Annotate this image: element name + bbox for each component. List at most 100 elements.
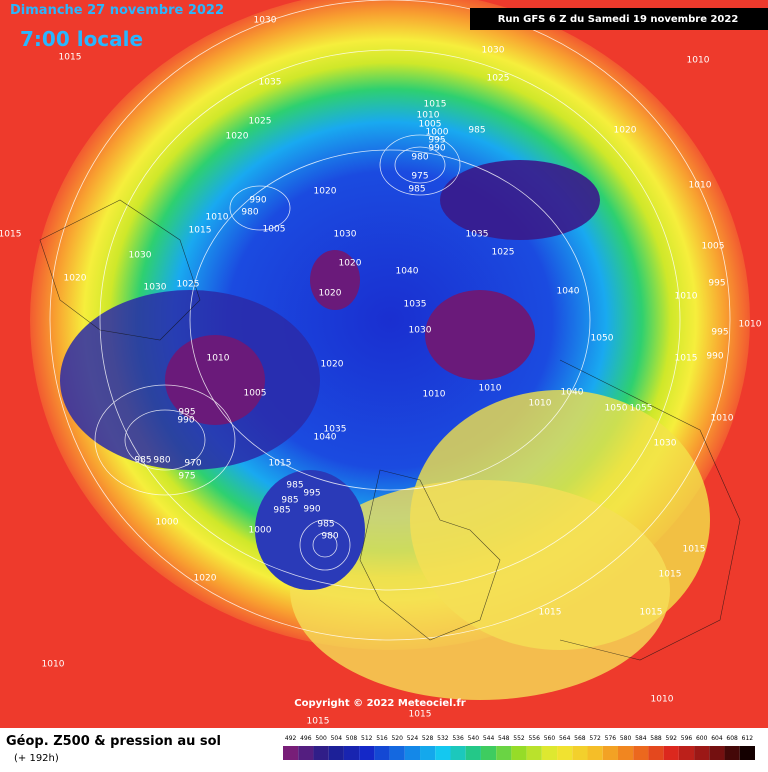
scale-swatch bbox=[404, 746, 421, 760]
scale-swatch bbox=[343, 746, 360, 760]
isobar-label: 990 bbox=[706, 352, 723, 362]
isobar-label: 1015 bbox=[675, 354, 698, 364]
isobar-labels: 1030 1015 1035 1030 1025 1010 1025 1020 1015 1010… bbox=[0, 16, 762, 727]
scale-swatch bbox=[389, 746, 405, 760]
scale-label: 496 bbox=[300, 735, 312, 742]
copyright: Copyright © 2022 Meteociel.fr bbox=[294, 698, 465, 709]
isobar-label: 1030 bbox=[654, 439, 677, 449]
isobar-label: 980 bbox=[241, 208, 258, 218]
isobar-label: 970 bbox=[184, 459, 201, 469]
isobar-label: 985 bbox=[286, 481, 303, 491]
isobar-label: 1005 bbox=[263, 225, 286, 235]
scale-swatch bbox=[313, 746, 329, 760]
isobar-label: 1010 bbox=[651, 695, 674, 705]
isobar-label: 1035 bbox=[259, 78, 282, 88]
isobar-label: 1015 bbox=[0, 230, 21, 240]
isobar-label: 990 bbox=[303, 505, 320, 515]
scale-swatch bbox=[283, 746, 299, 760]
isobar-label: 1025 bbox=[249, 117, 272, 127]
isobar-label: 1025 bbox=[487, 74, 510, 84]
scale-label: 612 bbox=[742, 735, 754, 742]
scale-swatch bbox=[420, 746, 436, 760]
scale-label: 548 bbox=[498, 735, 510, 742]
isobar-label: 1030 bbox=[129, 251, 152, 261]
scale-label: 568 bbox=[574, 735, 586, 742]
isobar-label: 1025 bbox=[177, 280, 200, 290]
scale-label: 552 bbox=[513, 735, 525, 742]
isobar-label: 1050 bbox=[605, 404, 628, 414]
scale-label: 524 bbox=[407, 735, 419, 742]
isobars bbox=[49, 0, 731, 641]
isobar-label: 1020 bbox=[321, 360, 344, 370]
scale-label: 576 bbox=[605, 735, 617, 742]
isobar-label: 990 bbox=[249, 196, 266, 206]
scale-label: 492 bbox=[285, 735, 297, 742]
scale-label: 564 bbox=[559, 735, 571, 742]
scale-swatch bbox=[480, 746, 497, 760]
scale-label: 540 bbox=[468, 735, 480, 742]
isobar-label: 1040 bbox=[396, 267, 419, 277]
isobar-label: 1010 bbox=[675, 292, 698, 302]
scale-swatch bbox=[724, 746, 740, 760]
isobar-label: 980 bbox=[411, 153, 428, 163]
scale-label: 584 bbox=[635, 735, 647, 742]
isobar-label: 1000 bbox=[249, 526, 272, 536]
isobar-label: 1010 bbox=[529, 399, 552, 409]
scale-label: 500 bbox=[315, 735, 327, 742]
isobar-label: 995 bbox=[711, 328, 728, 338]
low-core bbox=[425, 290, 535, 380]
scale-swatch bbox=[587, 746, 603, 760]
scale-label: 596 bbox=[681, 735, 693, 742]
isobar-label: 1015 bbox=[683, 545, 706, 555]
isobar-label: 1030 bbox=[254, 16, 277, 26]
low-core bbox=[310, 250, 360, 310]
isobar-label: 1030 bbox=[409, 326, 432, 336]
isobar-label: 1015 bbox=[409, 710, 432, 720]
scale-swatch bbox=[633, 746, 649, 760]
scale-label: 528 bbox=[422, 735, 434, 742]
isobar-label: 1040 bbox=[557, 287, 580, 297]
scale-swatch bbox=[709, 746, 725, 760]
scale-label: 588 bbox=[650, 735, 662, 742]
scale-label: 504 bbox=[331, 735, 343, 742]
isobar-label: 975 bbox=[411, 172, 428, 182]
scale-label: 556 bbox=[528, 735, 540, 742]
scale-swatch bbox=[663, 746, 679, 760]
ridge bbox=[290, 480, 670, 700]
scale-swatch bbox=[602, 746, 618, 760]
isobar-label: 985 bbox=[408, 185, 425, 195]
isobar-label: 1010 bbox=[417, 111, 440, 121]
isobar-label: 1035 bbox=[404, 300, 427, 310]
isobar-label: 1040 bbox=[561, 388, 584, 398]
isobar-label: 990 bbox=[177, 416, 194, 426]
isobar-label: 1020 bbox=[194, 574, 217, 584]
scale-swatch bbox=[359, 746, 375, 760]
isobar-label: 1055 bbox=[630, 404, 653, 414]
scale-swatch bbox=[648, 746, 664, 760]
isobar-label: 985 bbox=[468, 126, 485, 136]
coastlines bbox=[39, 199, 741, 661]
isobar-label: 1020 bbox=[319, 289, 342, 299]
scale-label: 536 bbox=[452, 735, 464, 742]
isobar-label: 1010 bbox=[689, 181, 712, 191]
scale-label: 600 bbox=[696, 735, 708, 742]
low-core bbox=[440, 160, 600, 240]
isobar-label: 1010 bbox=[479, 384, 502, 394]
isobar-label: 1005 bbox=[244, 389, 267, 399]
isobar-label: 1010 bbox=[42, 660, 65, 670]
isobar-label: 980 bbox=[153, 456, 170, 466]
isobar-label: 985 bbox=[134, 456, 151, 466]
isobar-label: 995 bbox=[428, 136, 445, 146]
isobar-label: 980 bbox=[321, 532, 338, 542]
isobar-label: 995 bbox=[178, 408, 195, 418]
isobar-label: 1010 bbox=[423, 390, 446, 400]
scale-swatch bbox=[694, 746, 710, 760]
isobar-label: 1015 bbox=[189, 226, 212, 236]
isobar-label: 985 bbox=[281, 496, 298, 506]
run-banner bbox=[470, 8, 768, 30]
date: Dimanche 27 novembre 2022 bbox=[10, 3, 224, 18]
scale-label: 544 bbox=[483, 735, 495, 742]
isobar-label: 1025 bbox=[492, 248, 515, 258]
color-scale: 492 496 500 504 508 512 516 520 524 528 532 536 540 5… bbox=[283, 735, 755, 760]
